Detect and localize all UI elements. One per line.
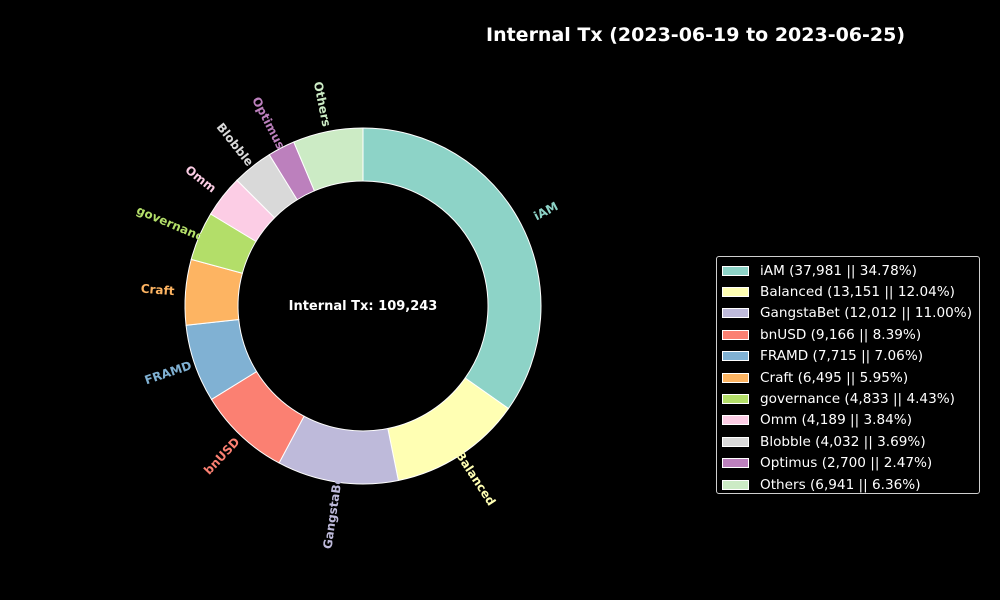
legend-swatch xyxy=(722,436,749,447)
legend: iAM (37,981 || 34.78%) Balanced (13,151 |… xyxy=(716,256,980,494)
slice-label-others: Others xyxy=(311,80,334,128)
slice-label-framd: FRAMD xyxy=(143,358,194,387)
legend-label: Others (6,941 || 6.36%) xyxy=(760,476,921,493)
slice-label-gangstabet: GangstaBet xyxy=(320,469,345,550)
slice-iam xyxy=(362,127,542,410)
legend-item-balanced: Balanced (13,151 || 12.04%) xyxy=(722,281,979,302)
slice-label-optimus: Optimus xyxy=(249,95,288,152)
legend-swatch xyxy=(722,415,749,426)
slice-label-omm: Omm xyxy=(183,163,219,196)
legend-item-governance: governance (4,833 || 4.43%) xyxy=(722,388,979,409)
legend-item-blobble: Blobble (4,032 || 3.69%) xyxy=(722,431,979,452)
slice-others xyxy=(293,127,364,192)
legend-item-others: Others (6,941 || 6.36%) xyxy=(722,474,979,495)
legend-swatch xyxy=(722,458,749,469)
slice-label-craft: Craft xyxy=(140,282,175,299)
legend-swatch xyxy=(722,394,749,405)
slice-label-governance: governance xyxy=(134,203,212,247)
chart-title: Internal Tx (2023-06-19 to 2023-06-25) xyxy=(486,24,906,46)
legend-item-gangstabet: GangstaBet (12,012 || 11.00%) xyxy=(722,303,979,324)
legend-swatch xyxy=(722,351,749,362)
slice-label-blobble: Blobble xyxy=(214,120,257,169)
legend-item-framd: FRAMD (7,715 || 7.06%) xyxy=(722,346,979,367)
legend-label: Craft (6,495 || 5.95%) xyxy=(760,369,909,386)
pie-slices xyxy=(184,127,542,485)
legend-label: bnUSD (9,166 || 8.39%) xyxy=(760,326,922,343)
legend-item-craft: Craft (6,495 || 5.95%) xyxy=(722,367,979,388)
legend-label: governance (4,833 || 4.43%) xyxy=(760,391,955,408)
legend-swatch xyxy=(722,265,749,276)
legend-swatch xyxy=(722,308,749,319)
legend-item-optimus: Optimus (2,700 || 2.47%) xyxy=(722,453,979,474)
legend-item-iam: iAM (37,981 || 34.78%) xyxy=(722,260,979,281)
legend-label: Omm (4,189 || 3.84%) xyxy=(760,412,913,429)
legend-swatch xyxy=(722,329,749,340)
legend-label: FRAMD (7,715 || 7.06%) xyxy=(760,348,924,365)
slice-label-iam: iAM xyxy=(531,199,560,223)
slice-label-balanced: Balanced xyxy=(453,449,499,508)
legend-label: iAM (37,981 || 34.78%) xyxy=(760,262,917,279)
legend-item-bnusd: bnUSD (9,166 || 8.39%) xyxy=(722,324,979,345)
slice-label-bnusd: bnUSD xyxy=(201,435,242,478)
legend-label: Optimus (2,700 || 2.47%) xyxy=(760,455,933,472)
legend-item-omm: Omm (4,189 || 3.84%) xyxy=(722,410,979,431)
legend-swatch xyxy=(722,287,749,298)
legend-label: Balanced (13,151 || 12.04%) xyxy=(760,284,955,301)
legend-label: GangstaBet (12,012 || 11.00%) xyxy=(760,305,972,322)
legend-swatch xyxy=(722,479,749,490)
legend-label: Blobble (4,032 || 3.69%) xyxy=(760,433,926,450)
center-label: Internal Tx: 109,243 xyxy=(289,299,438,314)
legend-swatch xyxy=(722,372,749,383)
